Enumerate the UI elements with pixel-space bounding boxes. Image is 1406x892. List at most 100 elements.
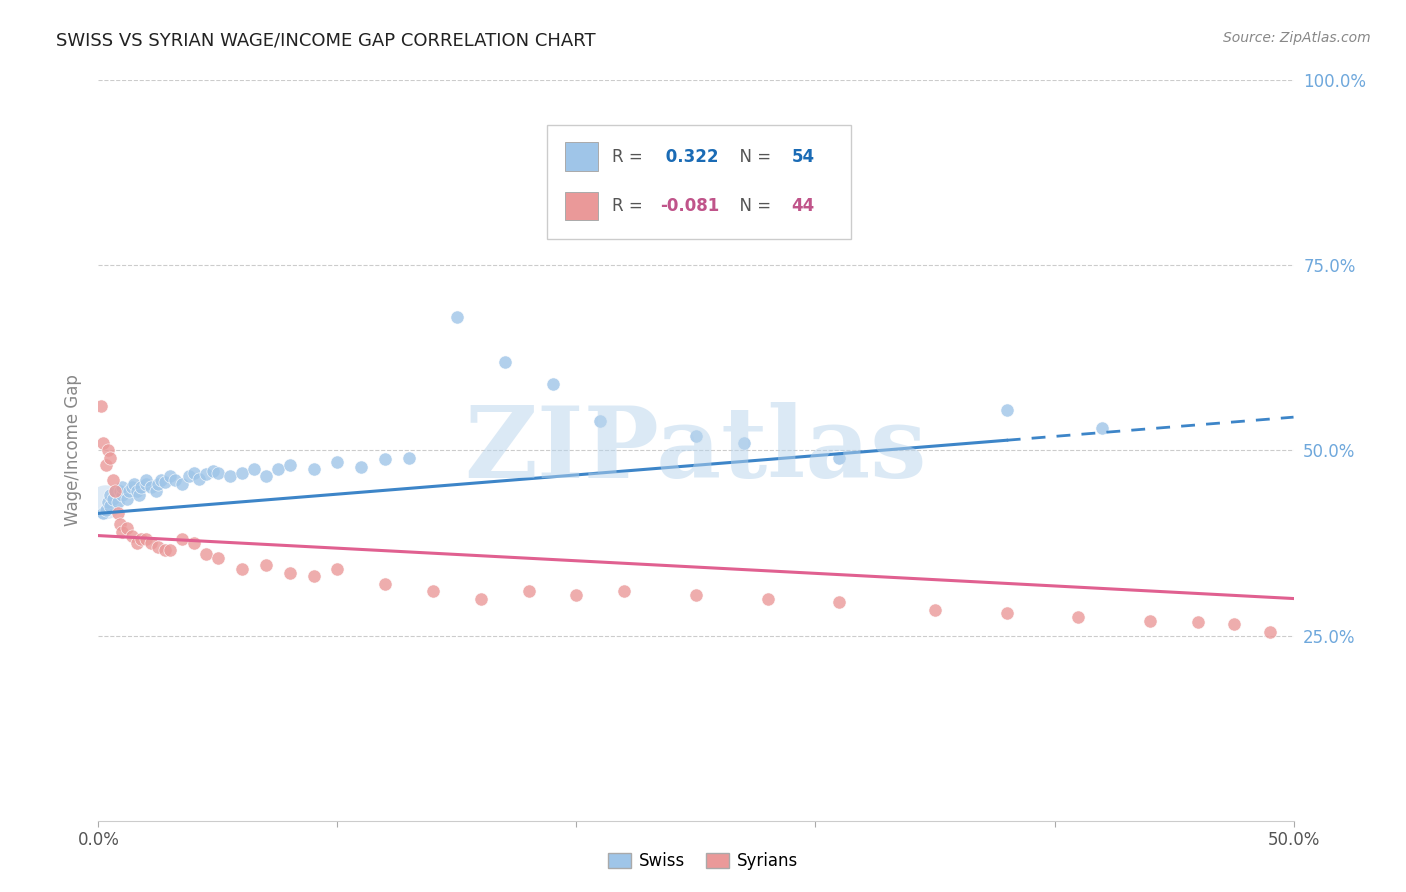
- Text: SWISS VS SYRIAN WAGE/INCOME GAP CORRELATION CHART: SWISS VS SYRIAN WAGE/INCOME GAP CORRELAT…: [56, 31, 596, 49]
- Point: [326, 562, 349, 576]
- Point: [195, 467, 218, 482]
- Point: [302, 462, 325, 476]
- Point: [148, 540, 170, 554]
- FancyBboxPatch shape: [565, 143, 598, 170]
- Point: [121, 480, 143, 494]
- Point: [1223, 617, 1246, 632]
- Point: [111, 480, 134, 494]
- Point: [1258, 624, 1281, 639]
- Point: [613, 584, 636, 599]
- Point: [94, 502, 117, 516]
- Point: [756, 591, 779, 606]
- Point: [91, 436, 114, 450]
- Point: [115, 521, 138, 535]
- Point: [97, 443, 120, 458]
- Point: [124, 476, 146, 491]
- Point: [278, 566, 301, 580]
- Text: Source: ZipAtlas.com: Source: ZipAtlas.com: [1223, 31, 1371, 45]
- Point: [172, 476, 194, 491]
- Point: [101, 491, 124, 506]
- Point: [98, 450, 122, 465]
- Point: [254, 558, 277, 573]
- Point: [149, 473, 172, 487]
- Text: ZIPatlas: ZIPatlas: [465, 402, 927, 499]
- Text: R =: R =: [613, 147, 648, 166]
- Text: -0.081: -0.081: [661, 197, 720, 215]
- Point: [108, 484, 131, 499]
- Point: [995, 607, 1018, 621]
- Point: [107, 507, 129, 521]
- Point: [139, 536, 162, 550]
- Point: [219, 469, 242, 483]
- Point: [374, 452, 396, 467]
- Text: N =: N =: [730, 197, 776, 215]
- FancyBboxPatch shape: [547, 125, 852, 239]
- Point: [924, 602, 946, 616]
- Point: [135, 476, 157, 491]
- Point: [1067, 610, 1090, 624]
- Point: [1139, 614, 1161, 628]
- Point: [589, 414, 612, 428]
- Point: [148, 476, 170, 491]
- Point: [183, 536, 205, 550]
- Point: [115, 491, 138, 506]
- Point: [128, 488, 150, 502]
- Point: [139, 480, 162, 494]
- Point: [131, 533, 153, 547]
- Text: N =: N =: [730, 147, 776, 166]
- Point: [470, 591, 492, 606]
- Point: [101, 473, 124, 487]
- Point: [374, 576, 396, 591]
- Text: 54: 54: [792, 147, 814, 166]
- Point: [685, 428, 707, 442]
- Point: [183, 466, 205, 480]
- Point: [243, 462, 266, 476]
- Point: [159, 543, 181, 558]
- Point: [207, 466, 229, 480]
- Point: [422, 584, 444, 599]
- Point: [159, 469, 181, 483]
- Point: [104, 484, 127, 499]
- Point: [97, 495, 120, 509]
- Point: [145, 484, 167, 499]
- Point: [685, 588, 707, 602]
- Point: [172, 533, 194, 547]
- Point: [94, 495, 117, 509]
- Point: [267, 462, 290, 476]
- Point: [1091, 421, 1114, 435]
- Point: [828, 595, 851, 609]
- Point: [254, 469, 277, 483]
- Point: [565, 588, 588, 602]
- Point: [155, 475, 177, 489]
- Point: [231, 466, 253, 480]
- Point: [111, 524, 134, 539]
- Point: [541, 376, 564, 391]
- Point: [91, 507, 114, 521]
- Point: [111, 488, 134, 502]
- Point: [107, 495, 129, 509]
- Point: [398, 450, 420, 465]
- Point: [104, 484, 127, 499]
- Point: [131, 480, 153, 494]
- Point: [995, 402, 1018, 417]
- Point: [108, 517, 131, 532]
- Point: [494, 354, 516, 368]
- Point: [125, 484, 148, 499]
- Point: [90, 399, 112, 413]
- Point: [163, 473, 186, 487]
- Point: [121, 528, 143, 542]
- Text: 44: 44: [792, 197, 815, 215]
- Legend: Swiss, Syrians: Swiss, Syrians: [600, 846, 806, 877]
- Point: [135, 473, 157, 487]
- Point: [135, 533, 157, 547]
- Point: [733, 436, 755, 450]
- Point: [98, 488, 122, 502]
- Point: [179, 469, 201, 483]
- Point: [302, 569, 325, 583]
- Point: [350, 459, 373, 474]
- Point: [231, 562, 253, 576]
- Point: [517, 584, 540, 599]
- Point: [828, 450, 851, 465]
- Point: [326, 454, 349, 468]
- Point: [195, 547, 218, 561]
